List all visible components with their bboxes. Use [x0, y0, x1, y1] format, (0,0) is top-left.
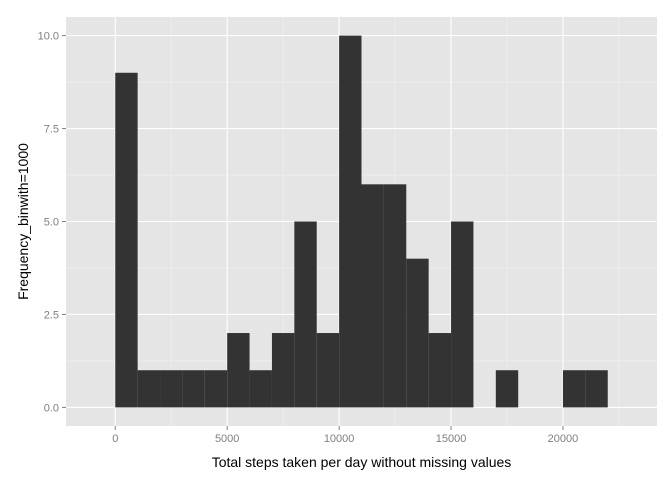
histogram-bar	[137, 370, 161, 408]
histogram-bar	[562, 370, 586, 408]
histogram-bars	[115, 35, 608, 408]
histogram-bar	[204, 370, 228, 408]
histogram-bar	[294, 221, 317, 408]
histogram-bar	[227, 333, 250, 408]
x-tick-label: 0	[112, 433, 118, 445]
y-tick-label: 10.0	[38, 31, 59, 43]
histogram-bar	[160, 370, 183, 408]
histogram-bar	[339, 35, 362, 408]
x-tick-label: 20000	[548, 433, 579, 445]
histogram-bar	[451, 221, 474, 408]
histogram-bar	[182, 370, 205, 408]
histogram-bar	[271, 333, 295, 408]
y-axis-ticks: 0.0 2.5 5.0 7.5 10.0	[38, 31, 66, 414]
histogram-bar	[316, 333, 340, 408]
y-tick-label: 0.0	[44, 402, 59, 414]
x-axis-ticks: 0 5000 10000 15000 20000	[112, 426, 578, 445]
histogram-bar	[383, 184, 407, 408]
histogram-bar	[115, 72, 138, 408]
histogram-bar	[406, 258, 429, 408]
x-tick-label: 15000	[436, 433, 467, 445]
y-tick-label: 7.5	[44, 124, 59, 136]
x-tick-label: 5000	[215, 433, 239, 445]
y-tick-label: 5.0	[44, 217, 59, 229]
histogram-bar	[585, 370, 608, 408]
x-tick-label: 10000	[324, 433, 355, 445]
y-axis-title: Frequency_binwith=1000	[15, 143, 31, 300]
x-axis-title: Total steps taken per day without missin…	[212, 454, 512, 470]
y-tick-label: 2.5	[44, 309, 59, 321]
histogram-bar	[361, 184, 384, 408]
histogram-bar	[249, 370, 272, 408]
histogram-bar	[428, 333, 452, 408]
histogram-bar	[495, 370, 519, 408]
